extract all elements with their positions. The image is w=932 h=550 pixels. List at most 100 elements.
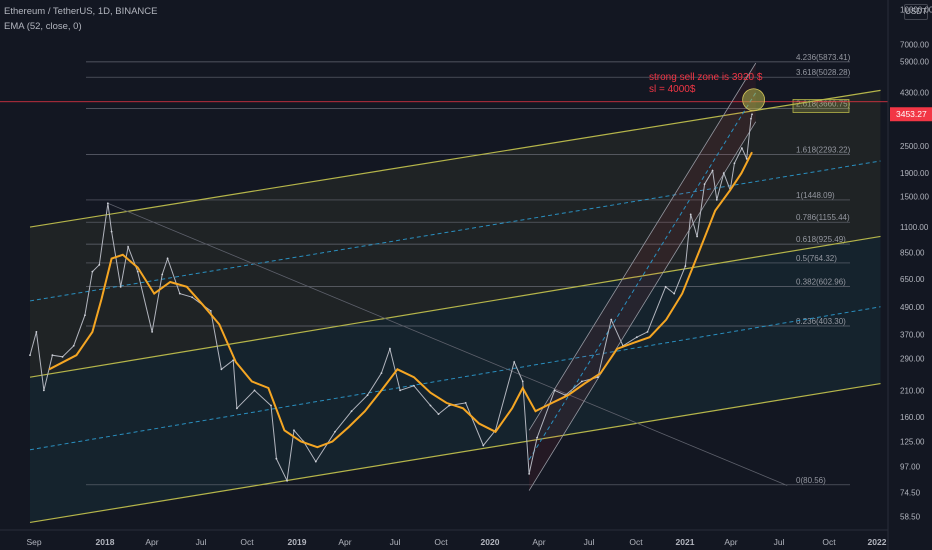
y-tick-18: 74.50 <box>900 489 921 498</box>
price-point-51 <box>610 318 613 321</box>
fib-label-10: 0(80.56) <box>796 476 826 485</box>
price-point-33 <box>380 372 383 375</box>
x-tick-8: Oct <box>434 537 448 547</box>
indicator-legend[interactable]: EMA (52, close, 0) <box>4 21 82 32</box>
y-tick-10: 650.00 <box>900 275 925 284</box>
x-tick-15: Jul <box>774 537 785 547</box>
y-tick-2: 5900.00 <box>900 57 929 66</box>
price-point-38 <box>437 413 440 416</box>
price-point-50 <box>597 376 599 379</box>
rising-channel-dashed <box>528 92 757 460</box>
last-price-label: 3453.27 <box>896 109 927 119</box>
y-tick-9: 850.00 <box>900 248 925 257</box>
price-point-15 <box>161 273 164 276</box>
channel-lower-line <box>29 382 881 524</box>
annotation-text-0: strong sell zone is 3920 $ <box>649 72 763 83</box>
y-tick-11: 490.00 <box>900 303 925 312</box>
y-tick-19: 58.50 <box>900 512 921 521</box>
x-tick-7: Jul <box>390 537 401 547</box>
x-tick-1: 2018 <box>96 537 115 547</box>
price-point-49 <box>581 380 583 383</box>
x-tick-10: Apr <box>532 537 545 547</box>
price-point-62 <box>715 198 718 201</box>
fib-label-7: 0.5(764.32) <box>796 254 837 263</box>
channel-middle-line <box>29 235 881 378</box>
rising-channel-lower <box>528 121 757 491</box>
last-price-badge <box>890 107 932 122</box>
fib-label-4: 1(1448.09) <box>796 191 835 200</box>
channel-dashed-lower <box>29 306 881 451</box>
x-tick-11: Jul <box>584 537 595 547</box>
sell-zone-circle <box>742 88 766 112</box>
price-point-40 <box>464 401 467 404</box>
price-point-36 <box>413 384 415 387</box>
price-point-20 <box>220 368 223 371</box>
price-point-60 <box>703 183 706 186</box>
price-point-32 <box>366 394 369 397</box>
price-point-44 <box>521 380 524 383</box>
currency-badge[interactable]: USDT <box>904 4 928 20</box>
fib-label-5: 0.786(1155.44) <box>796 213 850 222</box>
price-point-69 <box>751 113 753 116</box>
price-point-66 <box>740 147 743 149</box>
price-point-5 <box>72 344 75 347</box>
price-point-68 <box>750 117 752 120</box>
fib-label-9: 0.236(403.30) <box>796 317 846 326</box>
price-point-67 <box>745 157 748 160</box>
y-tick-13: 290.00 <box>900 355 925 364</box>
price-point-34 <box>389 347 391 350</box>
x-tick-9: 2020 <box>481 537 500 547</box>
price-point-56 <box>673 292 676 295</box>
price-point-10 <box>110 230 113 233</box>
x-tick-2: Apr <box>145 537 158 547</box>
price-point-21 <box>232 359 235 362</box>
price-point-63 <box>722 172 725 175</box>
price-point-0 <box>29 354 31 357</box>
channel-lower-fill <box>30 236 881 523</box>
x-tick-4: Oct <box>240 537 254 547</box>
fib-label-0: 4.236(5873.41) <box>796 53 851 62</box>
fib-label-3: 1.618(2293.22) <box>796 146 851 155</box>
price-point-30 <box>334 430 336 433</box>
rising-channel-upper <box>528 62 757 431</box>
x-tick-16: Oct <box>822 537 836 547</box>
price-point-4 <box>61 355 64 358</box>
price-point-59 <box>696 235 698 238</box>
symbol-title[interactable]: Ethereum / TetherUS, 1D, BINANCE <box>4 6 158 17</box>
price-point-53 <box>635 336 638 339</box>
x-tick-12: Oct <box>629 537 643 547</box>
x-tick-17: 2022 <box>868 537 887 547</box>
y-tick-7: 1500.00 <box>900 192 929 201</box>
x-tick-5: 2019 <box>288 537 307 547</box>
x-tick-14: Apr <box>724 537 737 547</box>
price-point-46 <box>536 436 539 439</box>
price-point-24 <box>270 404 272 407</box>
price-point-39 <box>448 404 451 407</box>
price-point-55 <box>664 285 667 288</box>
price-point-17 <box>178 292 181 295</box>
price-point-23 <box>253 389 256 392</box>
price-point-54 <box>646 330 649 333</box>
fib-label-2: 2.618(3660.75) <box>796 99 851 108</box>
price-point-27 <box>293 429 295 432</box>
price-series-line <box>29 114 753 483</box>
diagonal-line <box>107 202 788 486</box>
y-tick-1: 7000.00 <box>900 41 929 50</box>
ema-series-line <box>48 151 753 449</box>
y-tick-3: 4300.00 <box>900 89 929 98</box>
price-point-1 <box>35 330 38 333</box>
price-point-6 <box>84 314 86 317</box>
x-tick-6: Apr <box>338 537 351 547</box>
price-point-35 <box>399 389 401 392</box>
price-point-9 <box>106 202 109 205</box>
fib-label-6: 0.618(925.49) <box>796 235 846 244</box>
price-point-13 <box>136 270 139 273</box>
price-point-47 <box>553 389 556 392</box>
y-tick-8: 1100.00 <box>900 223 929 232</box>
y-tick-12: 370.00 <box>900 331 925 340</box>
price-point-18 <box>191 296 194 299</box>
price-point-37 <box>429 404 432 407</box>
price-point-22 <box>236 407 238 410</box>
y-tick-0: 10000.00 <box>900 5 932 14</box>
